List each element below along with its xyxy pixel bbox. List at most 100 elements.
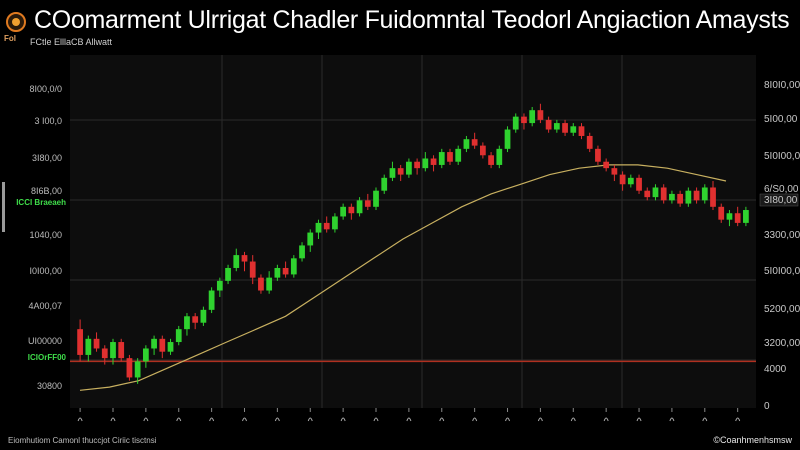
candle: [118, 338, 125, 362]
left-axis-label: 8I6B,00: [31, 186, 62, 196]
candle: [126, 354, 133, 381]
candle-body: [521, 116, 527, 124]
right-axis-label: 3200,00: [764, 338, 800, 349]
candle-body: [142, 348, 149, 362]
candle-body: [126, 358, 133, 378]
candle-body: [611, 168, 618, 175]
candle: [373, 187, 379, 211]
candle-body: [636, 177, 642, 191]
candle: [545, 116, 552, 133]
candle-body: [258, 277, 264, 291]
candle: [611, 164, 618, 182]
candle-body: [619, 174, 626, 185]
left-axis-label: 3 I00,0: [34, 116, 62, 126]
candle: [734, 206, 741, 227]
right-axis-badge-box: [759, 193, 799, 207]
left-axis-label: UI00000: [28, 336, 62, 346]
right-axis-label: 5I00,00: [764, 114, 798, 125]
candle-body: [726, 213, 733, 220]
candle: [479, 142, 486, 159]
candle-body: [110, 342, 116, 359]
right-axis-label: 0: [764, 401, 770, 412]
candle: [743, 206, 749, 227]
candle: [266, 271, 273, 294]
candle-body: [479, 145, 486, 156]
candle-body: [389, 168, 396, 178]
candle-body: [438, 152, 445, 165]
candle: [726, 210, 733, 227]
candle: [356, 197, 363, 217]
candle: [323, 216, 330, 233]
candle-body: [447, 152, 453, 162]
candle: [562, 119, 568, 136]
candle: [553, 119, 560, 133]
candle: [200, 306, 207, 326]
candle: [603, 158, 610, 172]
candle: [422, 152, 429, 172]
candle-body: [340, 206, 347, 217]
candle-body: [685, 190, 692, 204]
candle: [529, 106, 536, 127]
right-axis-badge: 3I80,00: [764, 195, 798, 206]
candle: [586, 132, 593, 153]
footer-caption: Eiomhutiom Camonl thuccjot Ciriic tisctn…: [8, 436, 157, 445]
x-axis-ticks: [77, 408, 741, 422]
candle-body: [627, 177, 634, 185]
candle: [718, 203, 725, 223]
x-tick-label: [209, 417, 215, 422]
candle-body: [553, 123, 560, 130]
x-tick-label: [274, 417, 280, 422]
candle: [570, 123, 577, 136]
x-tick-label: [307, 417, 313, 422]
candle-body: [471, 139, 478, 146]
candle: [93, 332, 100, 352]
x-tick-label: [735, 417, 741, 422]
candle-body: [290, 258, 297, 275]
candle-body: [356, 200, 363, 214]
right-axis-label: 5200,00: [764, 304, 800, 315]
candle-body: [397, 168, 404, 175]
candle-body: [208, 290, 215, 310]
candle: [447, 148, 453, 165]
candle-body: [159, 338, 166, 352]
right-axis-label: 4000: [764, 364, 787, 375]
candle-body: [463, 139, 470, 149]
x-tick-label: [702, 417, 708, 422]
candle-body: [200, 309, 207, 323]
candle-body: [504, 129, 511, 149]
candle: [282, 261, 289, 278]
candle-body: [118, 342, 125, 359]
candle-body: [216, 280, 223, 291]
candle-body: [266, 277, 273, 291]
chart-title: COomarment Ulrrigat Chadler Fuidomntal T…: [34, 6, 790, 34]
chart-header: COomarment Ulrrigat Chadler Fuidomntal T…: [0, 0, 800, 48]
candle-body: [192, 316, 199, 323]
left-axis-label: 1040,00: [29, 230, 62, 240]
x-tick-label: [143, 417, 149, 422]
candle-body: [184, 316, 190, 330]
candle: [348, 203, 355, 220]
right-axis: 8I0I0,00 5I00,00 5I0I00,0 6/S0,00 3300,00 5I0…: [759, 80, 800, 412]
candle: [216, 277, 223, 297]
candle-body: [249, 261, 256, 278]
x-tick-label: [406, 417, 412, 422]
left-axis-label: 3I80,00: [32, 153, 62, 163]
candle-body: [364, 200, 371, 207]
candle: [430, 155, 437, 172]
candle-body: [603, 161, 610, 169]
candle-body: [693, 190, 700, 201]
candle-body: [175, 329, 182, 343]
candle: [184, 313, 190, 336]
candle-body: [299, 245, 305, 259]
footer-credit: ©Coanhmenhsmsw: [713, 435, 792, 445]
candle-body: [512, 116, 519, 130]
candle: [233, 248, 240, 272]
candle: [488, 152, 494, 169]
candle: [521, 113, 527, 130]
right-axis-label: 5I0I00,0: [764, 266, 800, 277]
candle: [134, 358, 141, 384]
candle-body: [373, 190, 379, 207]
candle-body: [414, 161, 420, 169]
chart-subtitle: FCtle ElllaCB Allwatt: [30, 37, 113, 47]
candle: [142, 345, 149, 368]
